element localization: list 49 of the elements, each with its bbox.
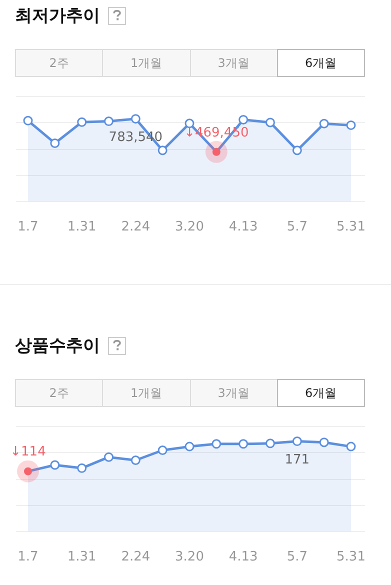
text: 2주 bbox=[16, 50, 104, 76]
x-tick-label: 2.24 bbox=[121, 220, 150, 235]
point bbox=[238, 439, 248, 449]
point bbox=[319, 118, 329, 128]
point bbox=[266, 438, 275, 448]
point bbox=[130, 114, 140, 124]
x-tick-label: 4.13 bbox=[228, 220, 258, 235]
text: 6개월 bbox=[276, 379, 365, 407]
x-tick-label: 5.31 bbox=[336, 220, 366, 235]
text: 1개월 bbox=[103, 380, 190, 406]
chart-title: 상품수추이 bbox=[15, 335, 100, 357]
text: 3개월 bbox=[190, 50, 278, 76]
x-tick-label: 5.7 bbox=[286, 220, 308, 235]
x-tick-label: 3.20 bbox=[175, 220, 204, 235]
point bbox=[184, 442, 194, 452]
point bbox=[104, 452, 114, 462]
text: 1개월 bbox=[103, 50, 190, 76]
text: 3개월 bbox=[190, 380, 278, 406]
x-tick-label: 1.7 bbox=[18, 550, 38, 565]
point bbox=[158, 445, 168, 455]
point bbox=[346, 120, 356, 130]
text: 6개월 bbox=[276, 49, 365, 77]
text: 2주 bbox=[16, 380, 104, 406]
point bbox=[238, 114, 248, 124]
point bbox=[23, 116, 33, 126]
point bbox=[319, 438, 329, 448]
point bbox=[77, 117, 87, 127]
point bbox=[266, 118, 275, 128]
point bbox=[104, 116, 114, 126]
x-tick-label: 1.7 bbox=[18, 220, 38, 235]
point bbox=[158, 146, 168, 156]
x-tick-label: 2.24 bbox=[121, 550, 150, 565]
point bbox=[50, 138, 60, 148]
point bbox=[77, 463, 87, 473]
x-tick-label: 5.31 bbox=[336, 550, 366, 565]
x-tick-label: 3.20 bbox=[175, 550, 204, 565]
data-label: 171 bbox=[284, 452, 310, 468]
point bbox=[50, 460, 60, 470]
x-tick-label: 1.31 bbox=[67, 550, 96, 565]
x-tick-label: 1.31 bbox=[67, 220, 96, 235]
point bbox=[130, 456, 140, 466]
data-label: ↓114 bbox=[10, 444, 46, 460]
x-tick-label: 4.13 bbox=[228, 550, 258, 565]
chart-title: 최저가추이 bbox=[15, 5, 100, 27]
point bbox=[346, 442, 356, 452]
point bbox=[292, 436, 302, 446]
point bbox=[292, 146, 302, 156]
point bbox=[212, 439, 222, 449]
x-tick-label: 5.7 bbox=[286, 550, 308, 565]
